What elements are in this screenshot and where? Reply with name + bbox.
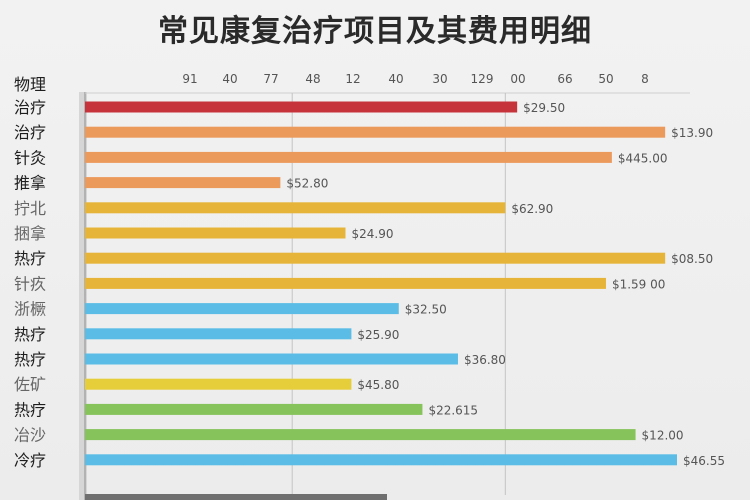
value-label: $36.80: [464, 353, 506, 367]
value-label: $46.55: [683, 454, 725, 468]
value-label: $62.90: [511, 202, 553, 216]
bar: [85, 303, 399, 315]
category-label: 捆拿: [14, 224, 46, 243]
bar: [85, 353, 458, 365]
axis-shadow: [79, 92, 87, 500]
x-tick-label: 129: [471, 72, 494, 86]
bar: [85, 151, 612, 163]
bar: [85, 126, 666, 138]
value-label: $12.00: [642, 429, 684, 443]
category-label: 热疗: [14, 350, 46, 369]
value-label: $29.50: [523, 101, 565, 115]
chart-title: 常见康复治疗项目及其费用明细: [158, 14, 592, 49]
bar: [85, 454, 677, 466]
category-label: 推拿: [14, 174, 46, 193]
value-label: $13.90: [671, 126, 713, 140]
category-label: 冶沙: [14, 426, 46, 445]
category-label: 拧北: [14, 199, 46, 218]
x-tick-label: 91: [182, 72, 197, 86]
bar: [85, 403, 423, 415]
value-label: $08.50: [671, 252, 713, 266]
value-label: $32.50: [405, 303, 447, 317]
bar: [85, 429, 636, 441]
bar: [85, 101, 518, 113]
value-label: $1.59 00: [612, 277, 665, 291]
value-label: $24.90: [351, 227, 393, 241]
x-tick-label: 12: [345, 72, 360, 86]
x-tick-label: 40: [222, 72, 237, 86]
bar: [85, 177, 281, 189]
category-label: 热疗: [14, 325, 46, 344]
bar: [85, 202, 506, 214]
category-header-label: 物理: [14, 75, 46, 94]
bar: [85, 328, 352, 340]
value-label: $22.615: [428, 403, 478, 417]
bottom-footer-bar: [85, 494, 387, 500]
x-tick-label: 50: [598, 72, 613, 86]
category-label: 针疚: [14, 274, 46, 293]
x-tick-label: 40: [388, 72, 403, 86]
bar: [85, 277, 606, 289]
x-tick-label: 00: [510, 72, 525, 86]
category-label: 佐矿: [14, 375, 46, 394]
category-label: 治疗: [14, 123, 46, 142]
bar: [85, 378, 352, 390]
category-label: 针灸: [14, 148, 46, 167]
category-label: 治疗: [14, 98, 46, 117]
value-label: $445.00: [618, 151, 668, 165]
x-tick-label: 30: [432, 72, 447, 86]
x-tick-label: 48: [305, 72, 320, 86]
bar: [85, 252, 666, 264]
value-label: $52.80: [286, 177, 328, 191]
x-tick-label: 66: [557, 72, 572, 86]
category-label: 浙橛: [14, 300, 46, 319]
category-label: 冷疗: [14, 451, 46, 470]
bar: [85, 227, 346, 239]
value-label: $45.80: [357, 378, 399, 392]
category-label: 热疗: [14, 249, 46, 268]
value-label: $25.90: [357, 328, 399, 342]
x-tick-label: 77: [263, 72, 278, 86]
category-label: 热疗: [14, 400, 46, 419]
x-tick-label: 8: [641, 72, 649, 86]
